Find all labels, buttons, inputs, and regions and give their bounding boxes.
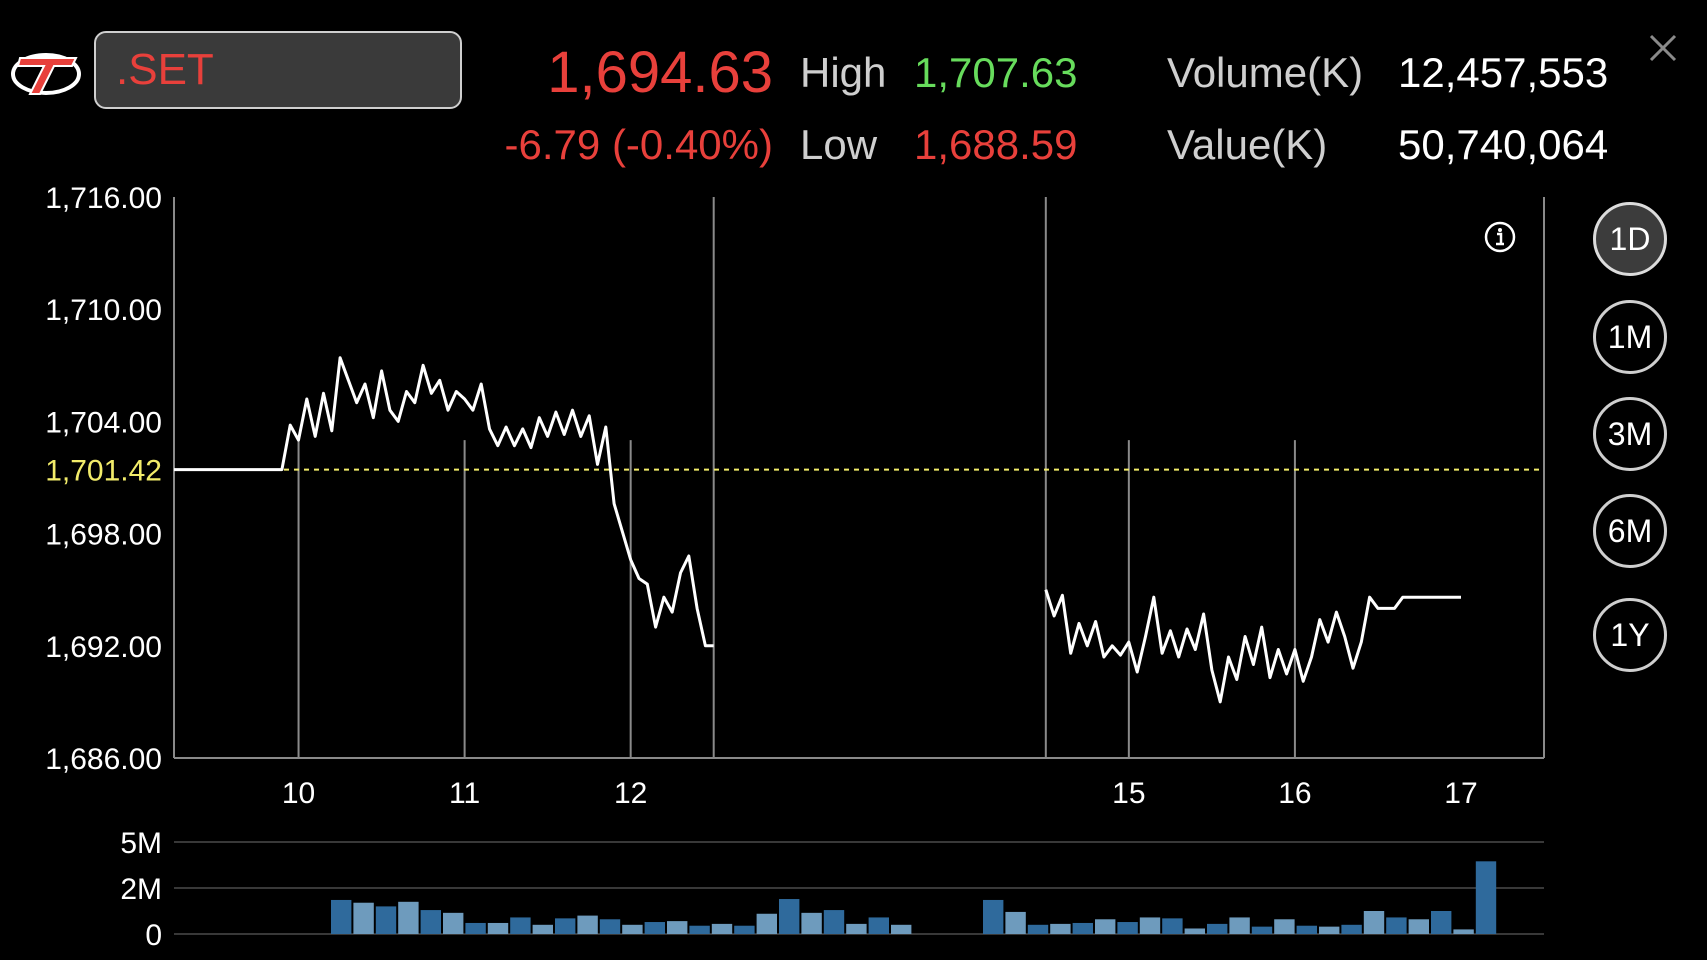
volume-bar	[823, 910, 845, 934]
x-tick-label: 12	[614, 777, 647, 810]
volume-bar	[577, 915, 598, 934]
volume-bar	[1050, 923, 1071, 934]
volume-bar	[353, 902, 374, 934]
y-tick-label: 1,698.00	[45, 519, 162, 552]
volume-bar	[983, 899, 1004, 934]
volume-bar	[487, 922, 509, 934]
symbol-input[interactable]: .SET	[94, 31, 462, 109]
y-tick-label: 1,704.00	[45, 406, 162, 439]
low-value: 1,688.59	[914, 121, 1078, 168]
info-icon[interactable]	[1484, 221, 1516, 253]
volume-tick-label: 2M	[120, 873, 162, 906]
high-label: High	[800, 49, 887, 96]
volume-bar	[1207, 923, 1228, 934]
volume-bar	[1139, 917, 1161, 934]
volume-bar	[1072, 922, 1093, 934]
volume-bar	[331, 899, 352, 934]
volume-bar	[375, 906, 397, 934]
volume-bar	[1453, 929, 1474, 934]
volume-bar	[868, 917, 889, 934]
volume-bar	[734, 925, 755, 934]
volume-bar	[1162, 918, 1183, 934]
volume-bar	[779, 899, 800, 934]
volume-bar	[1408, 919, 1429, 934]
volume-tick-label: 0	[145, 919, 162, 952]
volume-bar	[1274, 919, 1295, 934]
range-button-1m[interactable]: 1M	[1593, 300, 1667, 374]
range-button-1y[interactable]: 1Y	[1593, 598, 1667, 672]
volume-bar	[1341, 924, 1362, 934]
volume-label: Volume(K)	[1167, 49, 1364, 96]
volume-bar	[1363, 911, 1385, 934]
volume-bar	[622, 924, 643, 934]
volume-bar	[1296, 925, 1317, 934]
volume-bar	[465, 922, 486, 934]
y-tick-label: 1,710.00	[45, 294, 162, 327]
x-tick-label: 11	[449, 777, 480, 810]
volume-bar	[443, 912, 464, 934]
volume-bar	[1117, 922, 1138, 934]
volume-bar	[398, 901, 419, 934]
range-button-3m[interactable]: 3M	[1593, 397, 1667, 471]
price-series-line-1	[1044, 589, 1461, 704]
volume-bar	[1386, 917, 1407, 934]
volume-bar	[420, 910, 441, 934]
volume-bar	[846, 923, 867, 934]
last-price: 1,694.63	[547, 40, 773, 105]
value-label: Value(K)	[1167, 121, 1328, 168]
y-tick-label: 1,716.00	[45, 182, 162, 215]
high-value: 1,707.63	[914, 49, 1078, 96]
volume-bar	[801, 912, 822, 934]
volume-bar	[756, 913, 777, 934]
volume-bar	[1184, 928, 1205, 934]
x-tick-label: 17	[1444, 777, 1477, 810]
volume-bar	[1027, 924, 1049, 934]
volume-bar	[510, 917, 531, 934]
volume-bar	[644, 922, 665, 934]
volume-bar	[532, 924, 553, 934]
volume-bar	[1005, 911, 1026, 934]
volume-bar	[667, 921, 688, 934]
volume-bar	[1095, 919, 1116, 934]
volume-bar	[689, 925, 710, 934]
volume-bar	[891, 924, 912, 934]
volume-tick-label: 5M	[120, 827, 162, 860]
y-tick-label: 1,686.00	[45, 743, 162, 776]
volume-value: 12,457,553	[1398, 49, 1609, 96]
volume-bar	[1431, 911, 1452, 934]
x-tick-label: 16	[1278, 777, 1311, 810]
price-series-line-0	[174, 356, 714, 648]
x-tick-label: 15	[1112, 777, 1145, 810]
volume-bar	[599, 919, 621, 934]
y-tick-label: 1,692.00	[45, 631, 162, 664]
x-tick-label: 10	[282, 777, 315, 810]
volume-bar	[711, 923, 733, 934]
close-icon[interactable]	[1645, 30, 1681, 66]
range-button-6m[interactable]: 6M	[1593, 494, 1667, 568]
volume-bar	[1475, 861, 1497, 934]
value-value: 50,740,064	[1398, 121, 1609, 168]
volume-bar	[1319, 926, 1340, 934]
brand-logo-icon	[11, 53, 81, 95]
range-button-1d[interactable]: 1D	[1593, 202, 1667, 276]
volume-bar	[1251, 926, 1273, 934]
low-label: Low	[800, 121, 878, 168]
volume-bar	[1229, 917, 1250, 934]
prev-close-label: 1,701.42	[45, 455, 162, 488]
price-change: -6.79 (-0.40%)	[504, 121, 773, 168]
volume-bar	[555, 918, 576, 934]
